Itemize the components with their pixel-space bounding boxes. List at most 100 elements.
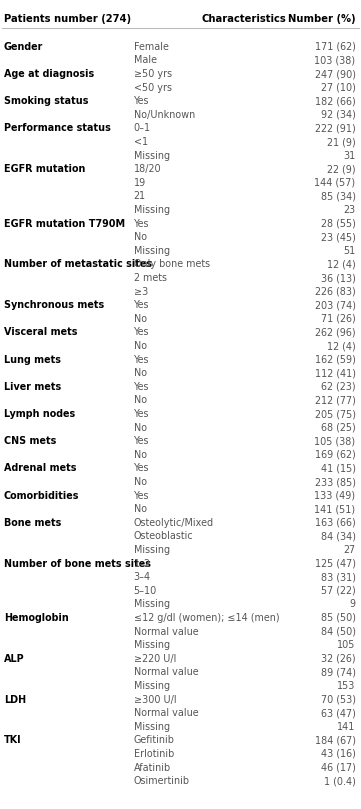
Text: 18/20: 18/20 — [134, 164, 161, 174]
Text: 163 (66): 163 (66) — [315, 518, 356, 527]
Text: 63 (47): 63 (47) — [321, 708, 356, 718]
Text: 203 (74): 203 (74) — [314, 300, 356, 310]
Text: 153: 153 — [337, 681, 356, 691]
Text: ALP: ALP — [4, 654, 25, 664]
Text: 247 (90): 247 (90) — [314, 69, 356, 79]
Text: Gender: Gender — [4, 42, 43, 52]
Text: 169 (62): 169 (62) — [315, 450, 356, 460]
Text: Yes: Yes — [134, 328, 149, 337]
Text: 1–2: 1–2 — [134, 558, 151, 569]
Text: ≥3: ≥3 — [134, 286, 148, 297]
Text: 144 (57): 144 (57) — [314, 178, 356, 188]
Text: Missing: Missing — [134, 246, 170, 256]
Text: 62 (23): 62 (23) — [321, 382, 356, 392]
Text: No: No — [134, 450, 147, 460]
Text: 41 (15): 41 (15) — [321, 464, 356, 473]
Text: 233 (85): 233 (85) — [314, 477, 356, 487]
Text: 57 (22): 57 (22) — [321, 586, 356, 595]
Text: No: No — [134, 422, 147, 433]
Text: 21 (9): 21 (9) — [327, 137, 356, 147]
Text: Female: Female — [134, 42, 169, 52]
Text: No/Unknown: No/Unknown — [134, 110, 195, 120]
Text: Yes: Yes — [134, 300, 149, 310]
Text: 5–10: 5–10 — [134, 586, 157, 595]
Text: 184 (67): 184 (67) — [314, 735, 356, 745]
Text: 112 (41): 112 (41) — [314, 368, 356, 378]
Text: Osteoblastic: Osteoblastic — [134, 532, 193, 541]
Text: 85 (50): 85 (50) — [321, 613, 356, 623]
Text: Yes: Yes — [134, 464, 149, 473]
Text: 22 (9): 22 (9) — [327, 164, 356, 174]
Text: 70 (53): 70 (53) — [321, 695, 356, 705]
Text: 51: 51 — [343, 246, 356, 256]
Text: 19: 19 — [134, 178, 146, 188]
Text: 262 (96): 262 (96) — [315, 328, 356, 337]
Text: Synchronous mets: Synchronous mets — [4, 300, 104, 310]
Text: Yes: Yes — [134, 354, 149, 365]
Text: Yes: Yes — [134, 218, 149, 229]
Text: 89 (74): 89 (74) — [321, 667, 356, 677]
Text: 27 (10): 27 (10) — [321, 83, 356, 92]
Text: No: No — [134, 314, 147, 324]
Text: 2 mets: 2 mets — [134, 273, 167, 283]
Text: 71 (26): 71 (26) — [321, 314, 356, 324]
Text: 171 (62): 171 (62) — [315, 42, 356, 52]
Text: No: No — [134, 341, 147, 351]
Text: 83 (31): 83 (31) — [321, 572, 356, 582]
Text: 31: 31 — [343, 150, 356, 161]
Text: 3–4: 3–4 — [134, 572, 151, 582]
Text: <50 yrs: <50 yrs — [134, 83, 172, 92]
Text: EGFR mutation: EGFR mutation — [4, 164, 85, 174]
Text: Erlotinib: Erlotinib — [134, 749, 174, 759]
Text: Osimertinib: Osimertinib — [134, 776, 190, 786]
Text: Lung mets: Lung mets — [4, 354, 61, 365]
Text: 68 (25): 68 (25) — [321, 422, 356, 433]
Text: 32 (26): 32 (26) — [321, 654, 356, 664]
Text: Yes: Yes — [134, 490, 149, 501]
Text: 141 (51): 141 (51) — [314, 504, 356, 515]
Text: TKI: TKI — [4, 735, 21, 745]
Text: 36 (13): 36 (13) — [321, 273, 356, 283]
Text: Yes: Yes — [134, 436, 149, 447]
Text: 12 (4): 12 (4) — [327, 341, 356, 351]
Text: 12 (4): 12 (4) — [327, 260, 356, 269]
Text: Smoking status: Smoking status — [4, 96, 88, 106]
Text: Missing: Missing — [134, 205, 170, 215]
Text: Yes: Yes — [134, 382, 149, 392]
Text: ≥50 yrs: ≥50 yrs — [134, 69, 172, 79]
Text: Adrenal mets: Adrenal mets — [4, 464, 76, 473]
Text: Missing: Missing — [134, 681, 170, 691]
Text: 85 (34): 85 (34) — [321, 192, 356, 201]
Text: 92 (34): 92 (34) — [321, 110, 356, 120]
Text: Yes: Yes — [134, 96, 149, 106]
Text: 103 (38): 103 (38) — [314, 55, 356, 66]
Text: <1: <1 — [134, 137, 148, 147]
Text: LDH: LDH — [4, 695, 26, 705]
Text: 9: 9 — [349, 599, 356, 609]
Text: Missing: Missing — [134, 545, 170, 555]
Text: 212 (77): 212 (77) — [315, 396, 356, 405]
Text: Bone mets: Bone mets — [4, 518, 61, 527]
Text: ≤12 g/dl (women); ≤14 (men): ≤12 g/dl (women); ≤14 (men) — [134, 613, 279, 623]
Text: Characteristics: Characteristics — [201, 14, 286, 24]
Text: 84 (50): 84 (50) — [321, 627, 356, 637]
Text: Patients number (274): Patients number (274) — [4, 14, 131, 24]
Text: Normal value: Normal value — [134, 627, 199, 637]
Text: Missing: Missing — [134, 640, 170, 650]
Text: ≥220 U/l: ≥220 U/l — [134, 654, 176, 664]
Text: 43 (16): 43 (16) — [321, 749, 356, 759]
Text: Number (%): Number (%) — [288, 14, 356, 24]
Text: Only bone mets: Only bone mets — [134, 260, 210, 269]
Text: Afatinib: Afatinib — [134, 763, 171, 773]
Text: Missing: Missing — [134, 150, 170, 161]
Text: Yes: Yes — [134, 409, 149, 419]
Text: Missing: Missing — [134, 599, 170, 609]
Text: Normal value: Normal value — [134, 708, 199, 718]
Text: 28 (55): 28 (55) — [321, 218, 356, 229]
Text: EGFR mutation T790M: EGFR mutation T790M — [4, 218, 125, 229]
Text: 205 (75): 205 (75) — [314, 409, 356, 419]
Text: 182 (66): 182 (66) — [315, 96, 356, 106]
Text: No: No — [134, 504, 147, 515]
Text: Age at diagnosis: Age at diagnosis — [4, 69, 94, 79]
Text: Lymph nodes: Lymph nodes — [4, 409, 75, 419]
